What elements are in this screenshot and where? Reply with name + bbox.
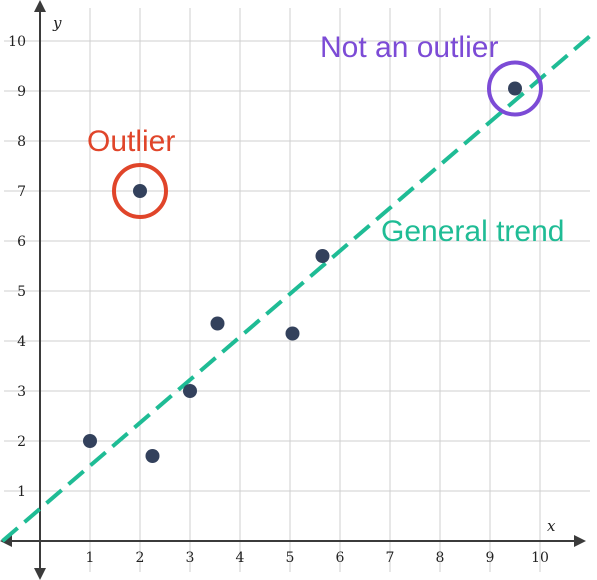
outlier-label: Outlier [87,125,175,158]
x-tick-label: 7 [386,550,395,566]
not-an-outlier-label: Not an outlier [320,31,498,64]
y-tick-label: 7 [17,184,26,200]
data-point [133,184,147,198]
x-tick-label: 10 [531,550,549,566]
data-point [83,434,97,448]
x-axis-right-arrow [574,535,586,547]
y-tick-label: 2 [17,434,26,450]
y-tick-label: 4 [17,334,26,350]
trend-label: General trend [381,215,564,248]
x-tick-label: 2 [136,550,145,566]
x-tick-label: 9 [486,550,495,566]
y-tick-label: 10 [8,34,26,50]
annotation-circles [112,60,543,219]
data-point [145,449,160,463]
data-points [83,81,522,463]
x-tick-label: 8 [436,550,445,566]
y-axis-up-arrow [34,0,46,12]
data-point [315,249,330,263]
y-tick-label: 9 [17,84,26,100]
tick-labels: 1 2 3 4 5 6 7 8 9 10 1 2 3 4 5 6 7 8 9 10 [8,34,549,566]
not-an-outlier-circle [487,60,543,117]
x-tick-label: 1 [86,550,95,566]
x-tick-label: 5 [286,550,295,566]
x-tick-label: 6 [336,550,345,566]
x-tick-label: 3 [186,550,195,566]
grid [4,8,590,572]
y-tick-label: 6 [17,234,26,250]
data-point [285,326,300,341]
trend-line [1,34,592,543]
data-point [508,81,522,96]
data-point [183,384,197,398]
y-tick-label: 3 [17,384,26,400]
y-tick-label: 5 [17,284,26,300]
x-tick-label: 4 [236,550,245,566]
y-axis-down-arrow [34,568,46,580]
y-tick-label: 8 [17,134,26,150]
y-tick-label: 1 [17,484,26,500]
y-axis-label: y [52,14,62,32]
outlier-circle [112,163,168,219]
x-axis-label: x [547,517,556,535]
data-point [210,316,225,331]
